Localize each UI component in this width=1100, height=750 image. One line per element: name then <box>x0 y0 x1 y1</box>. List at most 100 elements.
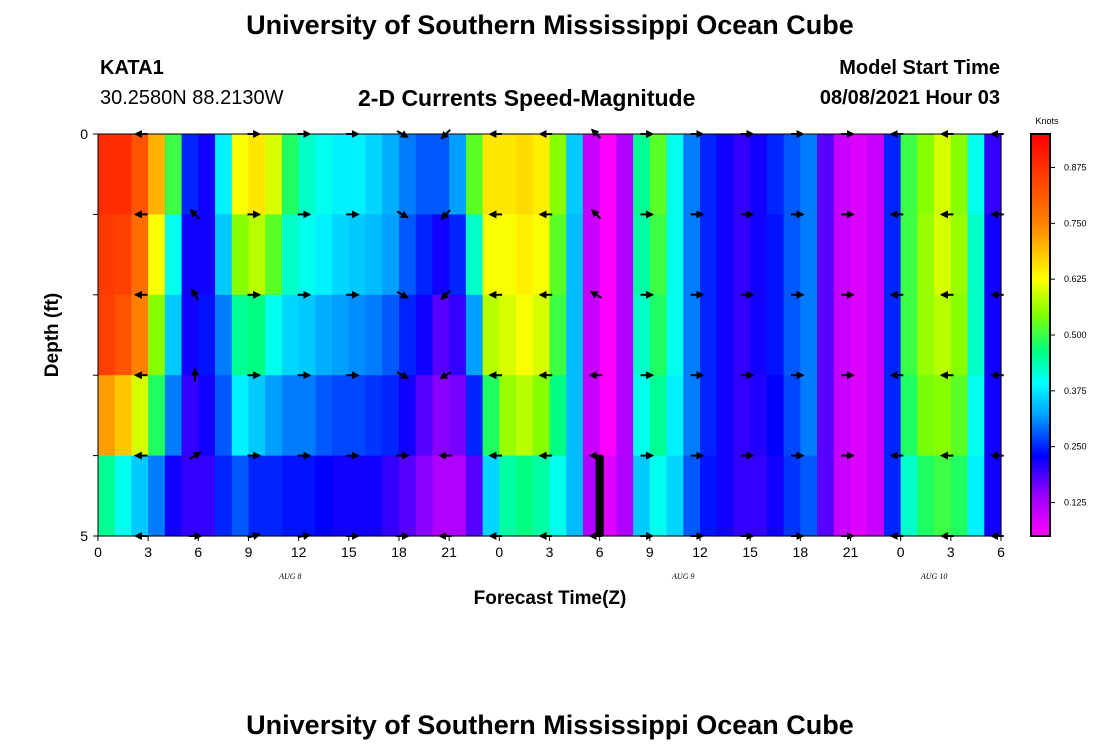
heatmap-cell <box>817 134 835 215</box>
heatmap-cell <box>332 375 350 457</box>
x-tick-label: 21 <box>843 544 859 560</box>
heatmap-cell <box>248 294 266 376</box>
heatmap-cell <box>833 375 852 457</box>
heatmap-cell <box>783 294 801 376</box>
x-tick-label: 15 <box>341 544 357 560</box>
heatmap-cell <box>231 134 250 215</box>
heatmap-cell <box>649 134 668 215</box>
heatmap-cell <box>616 455 634 537</box>
heatmap-cell <box>934 134 952 215</box>
station-coords: 30.2580N 88.2130W <box>100 87 284 109</box>
heatmap-cell <box>248 375 266 457</box>
heatmap-cell <box>432 134 450 215</box>
heatmap-cell <box>666 134 684 215</box>
heatmap-cell <box>415 134 434 215</box>
heatmap-cell <box>399 455 417 537</box>
heatmap-cell <box>950 375 969 457</box>
heatmap-cell <box>265 214 283 296</box>
heatmap-cell <box>766 375 785 457</box>
date-label: AUG 8 <box>278 572 301 581</box>
heatmap-cell <box>482 134 500 215</box>
current-vector-arrow <box>396 290 409 299</box>
heatmap-cell <box>516 134 534 215</box>
current-vector-arrow <box>189 209 200 220</box>
heatmap-cell <box>984 294 1002 376</box>
current-vector-arrow <box>191 288 199 301</box>
heatmap-cell <box>98 455 116 537</box>
heatmap-cell <box>833 455 852 537</box>
heatmap-cell <box>633 294 651 376</box>
heatmap-cell <box>399 214 417 296</box>
heatmap-cell <box>315 214 333 296</box>
heatmap-cell <box>415 375 434 457</box>
heatmap-cell <box>733 455 751 537</box>
heatmap-cell <box>148 455 166 537</box>
heatmap-cell <box>850 375 868 457</box>
heatmap-cell <box>98 134 116 215</box>
heatmap-cell <box>399 134 417 215</box>
heatmap-cell <box>215 375 233 457</box>
heatmap-cell <box>800 214 818 296</box>
heatmap-cell <box>950 214 969 296</box>
heatmap-cell <box>114 134 133 215</box>
heatmap-cell <box>281 214 300 296</box>
heatmap-cell <box>532 455 551 537</box>
heatmap-cell <box>482 455 500 537</box>
heatmap-cell <box>817 455 835 537</box>
heatmap-cell <box>415 214 434 296</box>
heatmap-cell <box>967 294 985 376</box>
heatmap-cell <box>883 375 902 457</box>
heatmap-cell <box>298 375 316 457</box>
heatmap-cell <box>599 294 617 376</box>
heatmap-cell <box>198 455 216 537</box>
heatmap-cell <box>532 214 551 296</box>
heatmap-cell <box>566 455 584 537</box>
heatmap-cell <box>633 455 651 537</box>
heatmap-cell <box>181 214 199 296</box>
x-tick-label: 0 <box>897 544 905 560</box>
heatmap-cell <box>566 214 584 296</box>
heatmap-cell <box>415 455 434 537</box>
current-vector-arrow <box>396 371 409 380</box>
heatmap-cell <box>716 375 735 457</box>
heatmap-cell <box>248 455 266 537</box>
heatmap-cell <box>332 214 350 296</box>
heatmap-cell <box>164 294 183 376</box>
x-tick-label: 15 <box>742 544 758 560</box>
heatmap-cell <box>700 375 718 457</box>
heatmap-cell <box>482 294 500 376</box>
heatmap-cell <box>683 134 701 215</box>
heatmap-cell <box>432 294 450 376</box>
heatmap-cell <box>382 455 400 537</box>
heatmap-cell <box>164 455 183 537</box>
heatmap-cell <box>917 375 935 457</box>
heatmap-cell <box>950 134 969 215</box>
heatmap-cell <box>917 455 935 537</box>
heatmap-cell <box>231 214 250 296</box>
heatmap-cell <box>181 294 199 376</box>
heatmap-cell <box>131 294 149 376</box>
heatmap-cell <box>666 375 684 457</box>
colorbar-tick-label: 0.125 <box>1064 498 1087 508</box>
heatmap-cell <box>281 455 300 537</box>
heatmap-cell <box>348 214 367 296</box>
heatmap-cell <box>499 294 517 376</box>
heatmap-cell <box>231 375 250 457</box>
heatmap-cell <box>516 294 534 376</box>
heatmap-cell <box>666 455 684 537</box>
heatmap-cell <box>465 375 484 457</box>
heatmap-cell <box>984 214 1002 296</box>
heatmap-cell <box>265 294 283 376</box>
heatmap-cell <box>733 375 751 457</box>
colorbar-tick-label: 0.750 <box>1064 218 1087 228</box>
current-vector-arrow <box>189 451 202 460</box>
date-label: AUG 9 <box>671 572 694 581</box>
heatmap-cell <box>516 455 534 537</box>
heatmap-cell <box>465 455 484 537</box>
x-axis-title: Forecast Time(Z) <box>474 588 627 609</box>
heatmap-cell <box>750 375 768 457</box>
heatmap-cell <box>198 134 216 215</box>
heatmap-cell <box>817 294 835 376</box>
heatmap-cell <box>783 455 801 537</box>
x-tick-label: 3 <box>947 544 955 560</box>
